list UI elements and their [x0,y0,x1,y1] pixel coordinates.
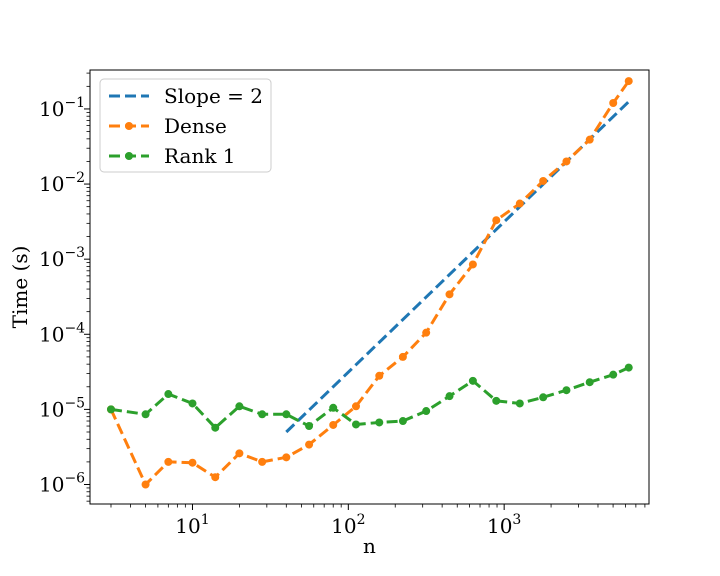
legend-label-2: Rank 1 [164,144,236,168]
data-point [492,216,501,225]
data-point [258,410,267,419]
data-point [329,403,338,412]
data-point [375,371,384,380]
data-point [398,352,407,361]
data-point [468,376,477,385]
data-point [351,402,360,411]
x-tick-label: 103 [487,512,521,538]
y-axis-label: Time (s) [8,246,32,329]
plot-frame [89,69,650,505]
data-point [562,386,571,395]
data-point [422,328,431,337]
data-point [211,473,220,482]
data-point [211,423,220,432]
x-tick-label: 102 [331,512,365,538]
data-point [624,363,633,372]
data-point [235,449,244,458]
data-point [164,457,173,466]
data-point [539,393,548,402]
legend-label-0: Slope = 2 [164,84,263,108]
x-tick-label: 101 [175,512,209,538]
data-point [375,418,384,427]
ticks-layer: 101 102 103 10−6 10−5 10−4 10−3 10−2 10−1 [39,72,646,538]
data-point [609,98,618,107]
data-point [258,457,267,466]
data-point [422,407,431,416]
data-point [539,176,548,185]
data-point [468,260,477,269]
series-rank-1 [106,363,633,432]
y-tick-label: 10−4 [39,320,85,346]
series-dense [106,77,633,489]
data-point [609,370,618,379]
legend-marker-1 [125,122,133,130]
data-point [106,405,115,414]
data-point [305,440,314,449]
legend-label-1: Dense [164,114,227,138]
data-point [624,77,633,86]
data-point [329,420,338,429]
y-tick-label: 10−2 [39,170,85,196]
data-point [445,290,454,299]
data-point [585,378,594,387]
data-point [492,396,501,405]
data-point [235,402,244,411]
data-point [562,157,571,166]
data-point [445,392,454,401]
data-point [305,422,314,431]
y-tick-label: 10−5 [39,395,85,421]
data-point [188,458,197,467]
x-axis-label: n [363,534,376,558]
series-layer [106,77,633,489]
legend-box [99,78,272,173]
data-point [398,417,407,426]
data-point [515,199,524,208]
data-point [515,399,524,408]
y-tick-label: 10−6 [39,470,85,496]
legend: Slope = 2 Dense Rank 1 [99,78,272,173]
data-point [141,480,150,489]
data-point [585,135,594,144]
data-point [188,399,197,408]
y-tick-label: 10−3 [39,245,85,271]
series-line [110,366,630,430]
data-point [351,420,360,429]
data-point [282,410,291,419]
y-tick-label: 10−1 [39,95,85,121]
data-point [164,390,173,399]
data-point [141,410,150,419]
data-point [282,453,291,462]
legend-marker-2 [125,152,133,160]
